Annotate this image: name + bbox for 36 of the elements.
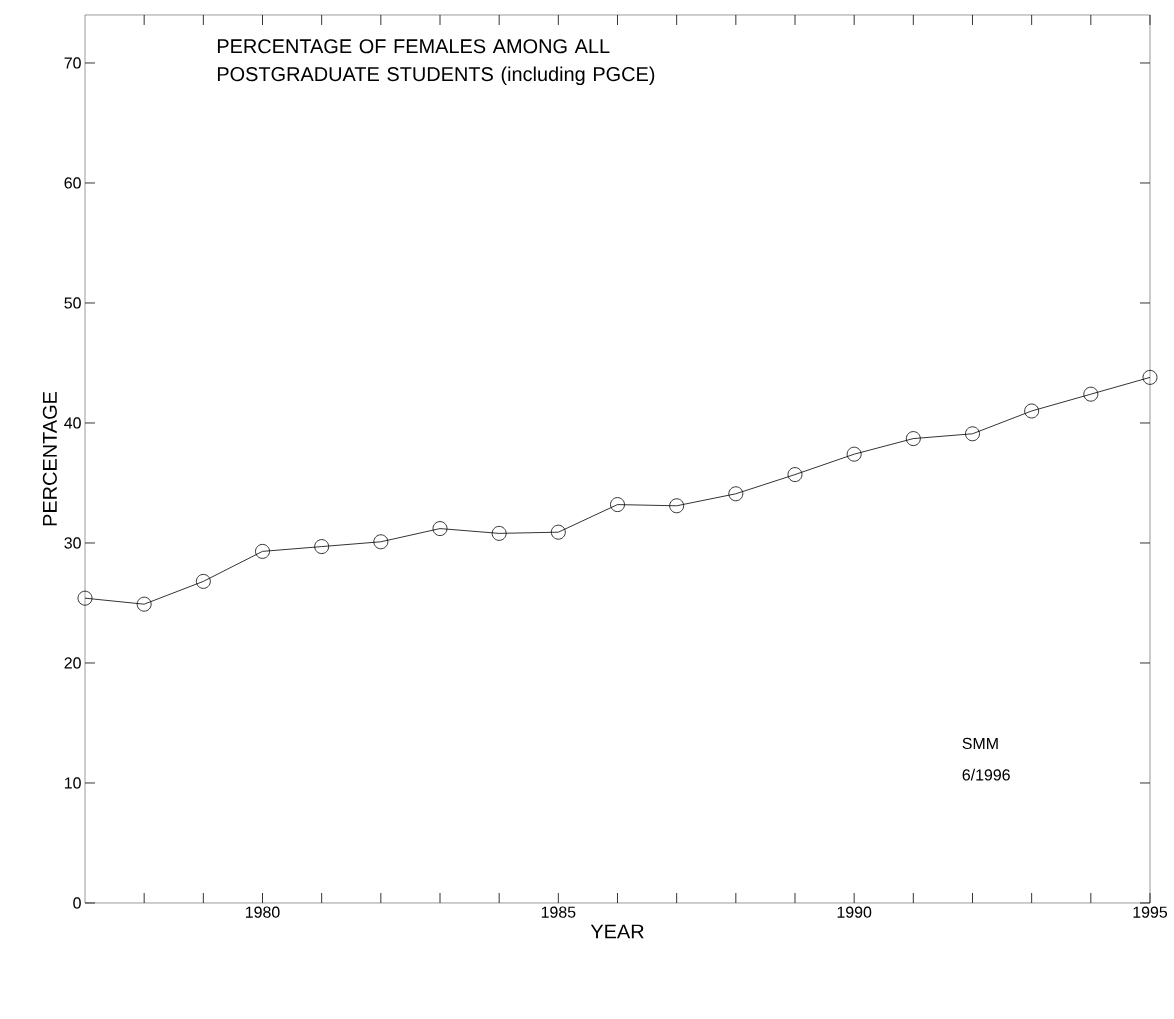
point [77, 590, 93, 606]
point [610, 497, 625, 512]
annotation: 6/1996 [962, 768, 1010, 781]
point [905, 431, 921, 446]
y-tick-label: 70 [64, 57, 81, 69]
point [1024, 403, 1040, 419]
y-tick-label: 60 [64, 177, 81, 189]
annotation: SMM [962, 737, 998, 750]
y-tick-label: 0 [73, 897, 81, 909]
point [846, 446, 862, 462]
point [373, 534, 389, 550]
point [432, 521, 448, 536]
x-tick-label: 1980 [245, 906, 280, 918]
x-tick-label: 1990 [837, 906, 872, 918]
x-tick-label: 1985 [541, 906, 576, 918]
point [314, 539, 330, 554]
y-tick-label: 10 [64, 777, 81, 789]
point [136, 596, 152, 612]
x-axis-title: YEAR [590, 924, 644, 939]
point [787, 467, 803, 482]
y-axis-title: PERCENTAGE [42, 391, 57, 526]
y-tick-label: 40 [64, 417, 81, 429]
y-tick-label: 30 [64, 537, 81, 549]
point [550, 524, 566, 540]
point [255, 543, 270, 559]
y-tick-label: 50 [64, 297, 81, 309]
point [728, 486, 744, 502]
point [491, 525, 507, 541]
x-tick-label: 1995 [1133, 906, 1168, 918]
text: PERCENTAGE OF FEMALES AMONG ALL POSTGRADUATE STUDENTS (including PGCE) [217, 39, 655, 86]
point [195, 573, 211, 589]
point [1142, 369, 1158, 385]
point [669, 498, 685, 514]
point [1083, 386, 1099, 402]
point [965, 426, 980, 442]
y-tick-label: 20 [64, 657, 81, 669]
